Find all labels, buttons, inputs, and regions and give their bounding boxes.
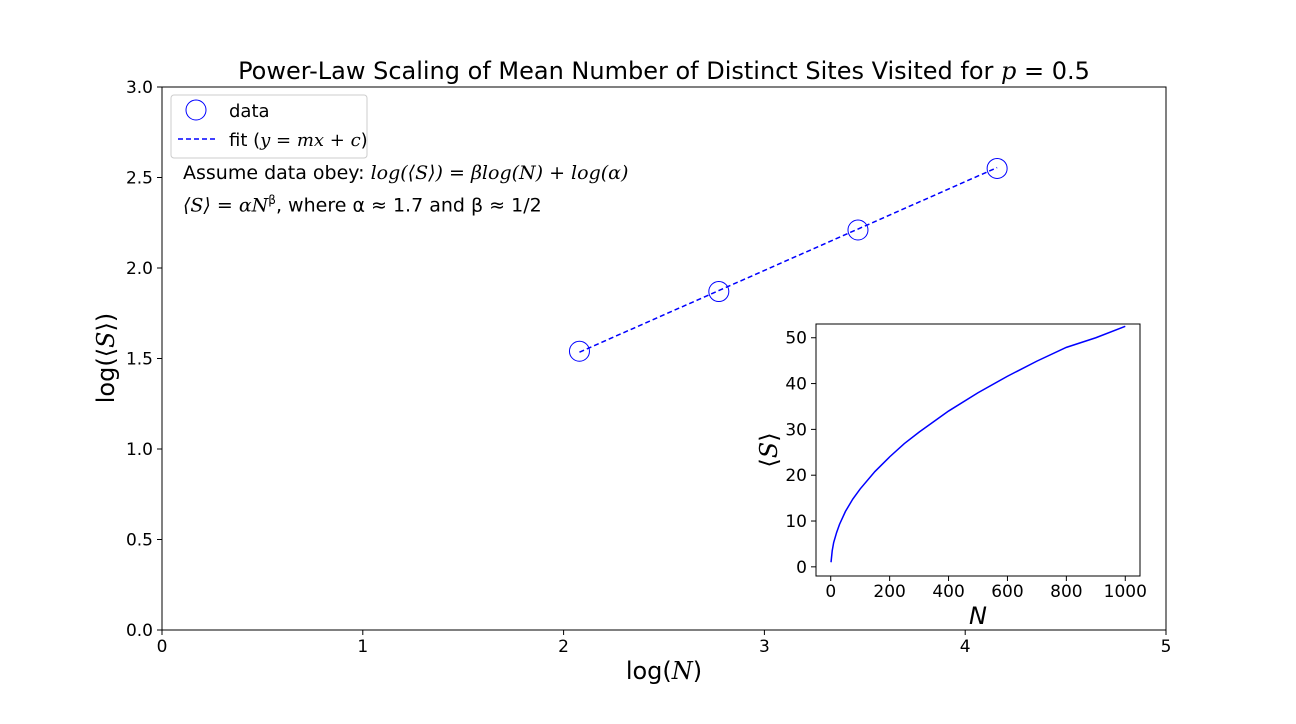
chart-title-suffix: = 0.5 — [1016, 57, 1090, 85]
inset-y-tick-label: 10 — [785, 512, 807, 532]
inset-x-tick-label: 800 — [1050, 582, 1082, 602]
annotation-line-1-math: log(⟨S⟩) = βlog(N) + log(α) — [370, 162, 629, 184]
data-point — [568, 340, 590, 362]
y-tick-label: 0.0 — [126, 621, 153, 641]
chart-title: Power-Law Scaling of Mean Number of Dist… — [238, 57, 1090, 85]
inset-y-tick-label: 50 — [785, 329, 807, 349]
annotation-line-2-math: ⟨S⟩ = αN — [183, 194, 269, 217]
inset-plot-area — [815, 323, 1141, 577]
inset-x-tick-label: 600 — [991, 582, 1023, 602]
y-tick-label: 1.0 — [126, 440, 153, 460]
inset-y-tick-label: 0 — [796, 558, 807, 578]
annotation-line-2-sup: β — [268, 193, 276, 207]
y-tick-label: 2.0 — [126, 259, 153, 279]
inset-x-tick-label: 200 — [873, 582, 905, 602]
annotation-line-1-prefix: Assume data obey: — [183, 162, 371, 184]
y-tick-label: 3.0 — [126, 78, 153, 98]
chart-title-var: p — [1001, 57, 1016, 85]
inset-x-tick-label: 400 — [932, 582, 964, 602]
x-tick-label: 1 — [357, 637, 368, 657]
fit-line — [579, 166, 998, 353]
y-axis-label: log(⟨S⟩) — [92, 313, 120, 404]
x-axis-label: log(N) — [626, 657, 702, 685]
annotation-line-1: Assume data obey: log(⟨S⟩) = βlog(N) + l… — [183, 162, 628, 184]
x-tick-label: 4 — [960, 637, 971, 657]
main-plot-marks: 0 1 2 3 4 5 0.0 0.5 1.0 1.5 2.0 2.5 3.0 — [126, 78, 1171, 657]
inset-x-tick-label: 0 — [825, 582, 836, 602]
inset-plot-marks: 0 200 400 600 800 1000 0 10 20 30 40 50 — [785, 325, 1147, 602]
inset-x-tick-label: 1000 — [1104, 582, 1147, 602]
inset-series-line — [830, 325, 1126, 563]
inset-y-axis-label: ⟨S⟩ — [755, 432, 783, 467]
y-tick-label: 1.5 — [126, 350, 153, 370]
x-tick-label: 0 — [157, 637, 168, 657]
x-tick-label: 5 — [1161, 637, 1172, 657]
data-point — [986, 157, 1008, 179]
inset-y-tick-label: 40 — [785, 375, 807, 395]
legend-data-label: data — [229, 101, 270, 122]
x-tick-label: 2 — [558, 637, 569, 657]
y-tick-label: 0.5 — [126, 531, 153, 551]
legend: data fit (y = mx + c) — [170, 94, 368, 159]
inset-x-axis-label: N — [969, 602, 987, 630]
annotation-line-2-rest: , where α ≈ 1.7 and β ≈ 1/2 — [275, 194, 542, 217]
data-point — [847, 219, 869, 241]
inset-y-tick-label: 30 — [785, 420, 807, 440]
annotation-line-2: ⟨S⟩ = αNβ, where α ≈ 1.7 and β ≈ 1/2 — [183, 193, 542, 216]
legend-data-marker — [185, 99, 207, 121]
legend-fit-label: fit (y = mx + c) — [229, 130, 368, 151]
y-tick-label: 2.5 — [126, 169, 153, 189]
data-point — [708, 281, 730, 303]
inset-y-tick-label: 20 — [785, 466, 807, 486]
chart-title-prefix: Power-Law Scaling of Mean Number of Dist… — [238, 57, 1001, 85]
x-tick-label: 3 — [759, 637, 770, 657]
legend-box — [170, 94, 368, 159]
